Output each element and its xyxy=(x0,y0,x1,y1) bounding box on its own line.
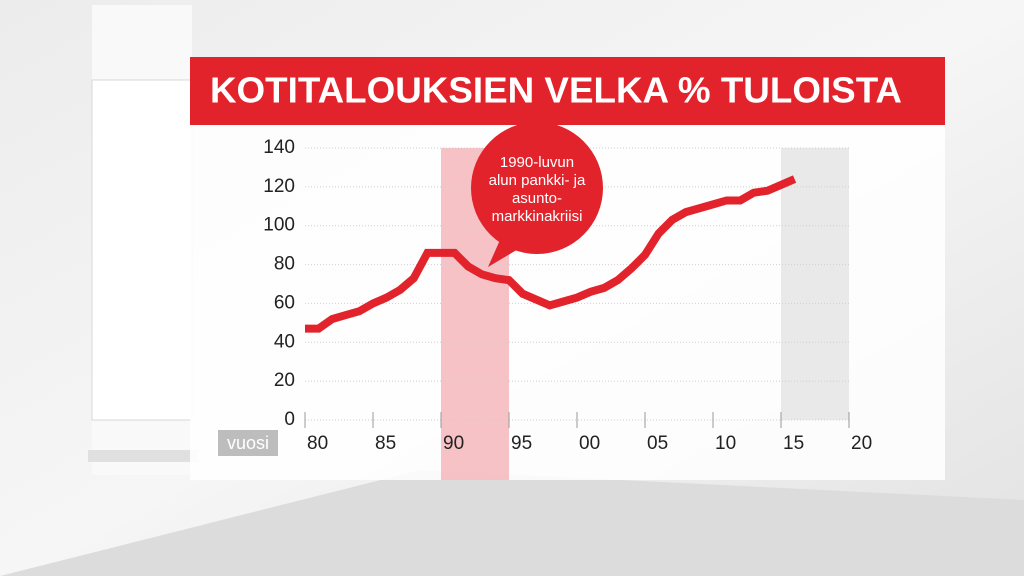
x-tick-label: 15 xyxy=(783,433,804,454)
window-sill xyxy=(88,450,198,462)
y-tick-label: 120 xyxy=(263,176,295,197)
y-tick-label: 20 xyxy=(274,370,295,391)
x-tick-label: 80 xyxy=(307,433,328,454)
x-tick-label: 10 xyxy=(715,433,736,454)
y-tick-label: 60 xyxy=(274,292,295,313)
x-tick-label: 05 xyxy=(647,433,668,454)
x-tick-label: 95 xyxy=(511,433,532,454)
x-tick-label: 00 xyxy=(579,433,600,454)
annotation-bubble xyxy=(471,122,603,254)
x-label-box xyxy=(218,430,278,456)
y-tick-label: 40 xyxy=(274,331,295,352)
y-tick-label: 0 xyxy=(284,409,295,430)
x-axis-label: vuosi xyxy=(227,433,269,453)
y-tick-label: 80 xyxy=(274,254,295,275)
window-pane xyxy=(91,79,193,421)
annotation-text: asunto- xyxy=(512,190,562,207)
y-tick-label: 100 xyxy=(263,215,295,236)
chart-title: KOTITALOUKSIEN VELKA % TULOISTA xyxy=(210,70,902,111)
annotation-text: markkinakriisi xyxy=(492,208,583,225)
shaded-region xyxy=(781,148,849,420)
data-line xyxy=(305,175,797,333)
x-tick-label: 85 xyxy=(375,433,396,454)
annotation-text: 1990-luvun xyxy=(500,154,574,171)
x-tick-label: 90 xyxy=(443,433,464,454)
title-banner xyxy=(190,57,945,125)
annotation-text: alun pankki- ja xyxy=(489,172,586,189)
x-tick-label: 20 xyxy=(851,433,872,454)
floor xyxy=(0,470,1024,576)
y-tick-label: 140 xyxy=(263,137,295,158)
